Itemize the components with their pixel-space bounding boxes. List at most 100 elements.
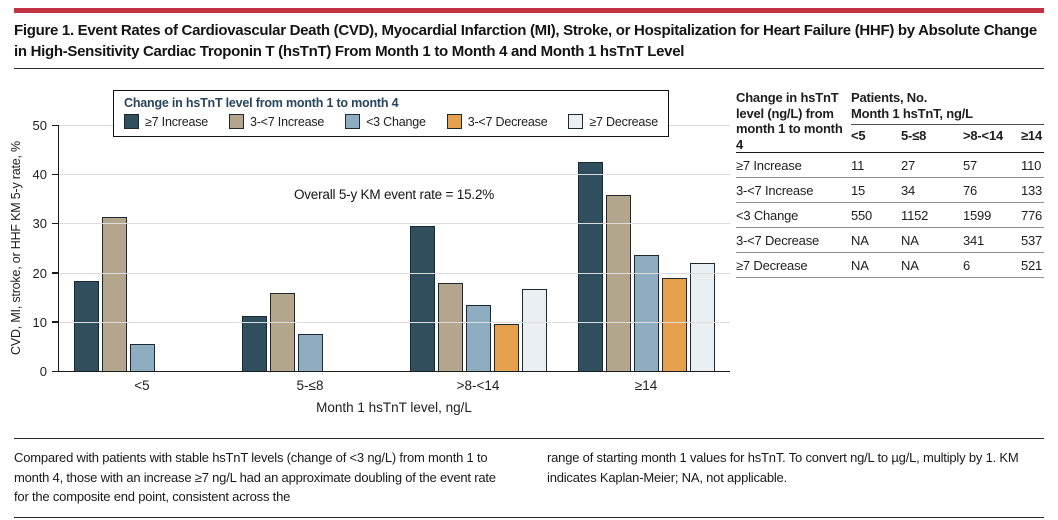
- bar-group: [395, 125, 563, 371]
- figure-title: Figure 1. Event Rates of Cardiovascular …: [14, 20, 1044, 69]
- bar-slot: [633, 125, 659, 371]
- table-subheader-cell: 5-≤8: [901, 128, 927, 143]
- y-tick-mark: [52, 272, 58, 274]
- overall-rate-annotation: Overall 5-y KM event rate = 15.2%: [293, 187, 495, 202]
- bar: [605, 194, 631, 371]
- bar-slot: [521, 125, 547, 371]
- table-cell: 537: [1021, 233, 1043, 248]
- x-tick-label: <5: [134, 378, 150, 393]
- y-tick-mark: [52, 370, 58, 372]
- table-cell: 76: [963, 183, 978, 198]
- y-tick-label: 0: [39, 364, 47, 379]
- bar-slot: [242, 125, 268, 371]
- table-cell: 57: [963, 158, 978, 173]
- table-cell: NA: [901, 233, 919, 248]
- table-cell: 6: [963, 258, 971, 273]
- chart-legend: Change in hsTnT level from month 1 to mo…: [113, 90, 669, 137]
- bar: [242, 315, 268, 371]
- bar-slot: [186, 125, 211, 371]
- bar: [521, 288, 547, 371]
- x-tick-label: 5-≤8: [296, 378, 324, 393]
- table-row: 3-<7 Increase 15 34 76 133: [736, 178, 1044, 203]
- figure-body: CVD, MI, stroke, or HHF KM 5-y rate, % 0…: [9, 77, 1044, 429]
- legend-swatch: [124, 114, 139, 129]
- table-cell: 110: [1021, 158, 1042, 173]
- table-col1-header: Change in hsTnT level (ng/L) from month …: [736, 90, 843, 152]
- legend-item: <3 Change: [345, 114, 426, 129]
- y-tick-label: 40: [32, 167, 47, 183]
- table-cell: 550: [851, 208, 873, 223]
- table-cell: 521: [1021, 258, 1043, 273]
- patients-table: Change in hsTnT level (ng/L) from month …: [736, 90, 1044, 429]
- bar: [102, 216, 128, 371]
- y-tick-mark: [52, 222, 58, 225]
- legend-swatch: [446, 114, 462, 129]
- y-tick-mark: [52, 173, 58, 176]
- bar-slot: [577, 125, 603, 371]
- bottom-rule: [14, 516, 1044, 518]
- legend-label: <3 Change: [366, 114, 426, 129]
- bar-slot: [74, 125, 100, 371]
- bar-group: [227, 125, 395, 371]
- table-subheader-row: <5 5-≤8 >8-<14 ≥14: [851, 125, 1044, 147]
- bar: [130, 344, 156, 371]
- plot-area: 0 10 20 30 40 50: [33, 118, 730, 379]
- bar-slot: [158, 125, 183, 371]
- y-tick-label: 30: [32, 216, 47, 232]
- bars-layer: [59, 125, 730, 371]
- table-group-header-text: Patients, No. Month 1 hsTnT, ng/L: [851, 90, 1044, 125]
- bar-group: [59, 125, 227, 371]
- table-header: Change in hsTnT level (ng/L) from month …: [736, 90, 1044, 152]
- table-header-rule: [736, 152, 1044, 153]
- gridline: [59, 272, 730, 274]
- bar-slot: [493, 125, 519, 371]
- gridline: [59, 321, 730, 323]
- bar-slot: [102, 125, 128, 371]
- table-row: ≥7 Increase 11 27 57 110: [736, 153, 1044, 178]
- table-cell: 1599: [963, 208, 992, 223]
- bar-slot: [354, 125, 379, 371]
- legend-swatch: [345, 114, 361, 129]
- x-tick-label: ≥14: [634, 378, 658, 393]
- table-group-header: Patients, No. Month 1 hsTnT, ng/L <5 5-≤…: [851, 90, 1044, 152]
- bar-slot: [409, 125, 435, 371]
- bar-slot: [465, 125, 491, 371]
- legend-item: ≥7 Increase: [124, 114, 208, 129]
- table-cell: NA: [851, 233, 869, 248]
- table-cell: 34: [901, 183, 916, 198]
- table-row-label: 3-<7 Decrease: [736, 233, 820, 248]
- bar-slot: [689, 125, 715, 371]
- table-body: ≥7 Increase 11 27 57 110 3-<7 Increase 15 34 76 1…: [736, 153, 1044, 278]
- bar: [577, 161, 603, 371]
- y-tick-mark: [52, 321, 58, 323]
- table-cell: 341: [963, 233, 985, 248]
- x-tick-label: >8-<14: [456, 378, 500, 393]
- table-row: 3-<7 Decrease NA NA 341 537: [736, 228, 1044, 253]
- table-row-label: 3-<7 Increase: [736, 183, 814, 198]
- y-tick-label: 10: [32, 314, 47, 330]
- bar-slot: [605, 125, 631, 371]
- bar: [437, 282, 463, 371]
- gridline: [59, 223, 730, 225]
- x-tick-labels: <5 5-≤8 >8-<14 ≥14: [58, 378, 730, 393]
- table-cell: 1152: [901, 208, 929, 223]
- bar-slot: [130, 125, 156, 371]
- bar: [689, 262, 715, 371]
- bar-slot: [661, 125, 687, 371]
- figure-caption: Compared with patients with stable hsTnT…: [14, 438, 1044, 517]
- y-axis-title: CVD, MI, stroke, or HHF KM 5-y rate, %: [9, 141, 23, 356]
- legend-swatch: [228, 114, 244, 129]
- y-tick-label: 50: [32, 118, 47, 133]
- legend-item: 3-<7 Decrease: [446, 114, 548, 129]
- table-row: <3 Change 550 1152 1599 776: [736, 203, 1044, 228]
- table-cell: 133: [1021, 183, 1043, 198]
- legend-swatch: [568, 114, 584, 129]
- table-cell: NA: [851, 258, 869, 273]
- bar-group: [562, 125, 730, 371]
- y-tick-mark: [52, 124, 58, 126]
- table-cell: 776: [1021, 208, 1043, 223]
- table-cell: 11: [851, 158, 865, 173]
- bar: [465, 305, 491, 371]
- y-tick-label: 20: [32, 265, 47, 281]
- table-row-label: ≥7 Increase: [736, 158, 802, 173]
